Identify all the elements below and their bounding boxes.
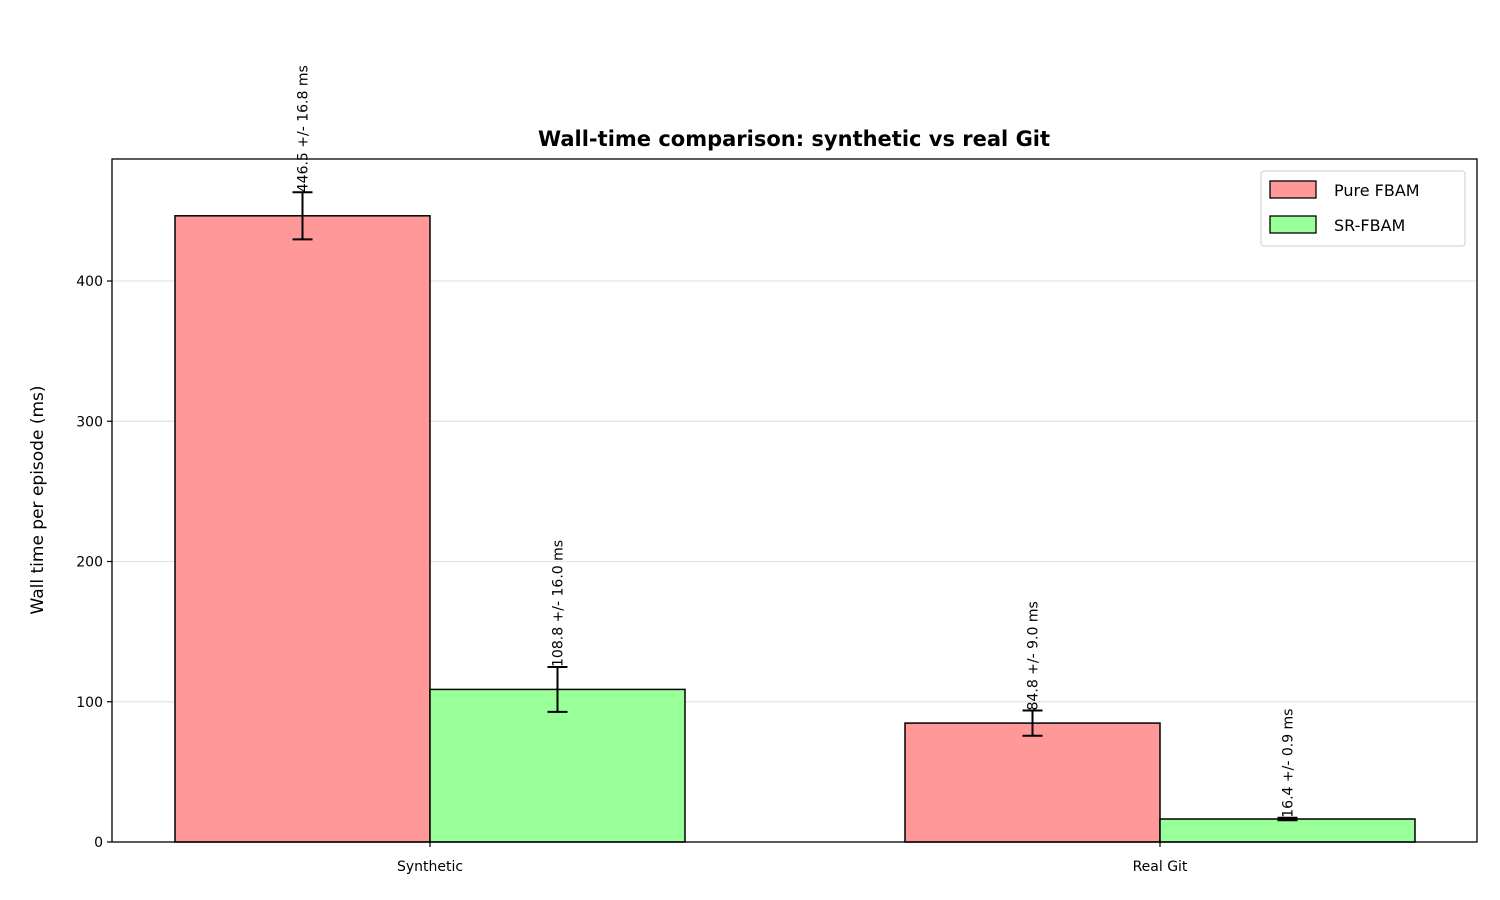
y-tick-label: 200 [76, 555, 103, 571]
bar-value-labels: 446.5 +/- 16.8 ms 84.8 +/- 9.0 ms 108.8 +/… [296, 65, 1297, 818]
y-tick-label: 0 [94, 835, 103, 851]
legend-label-pure-fbam: Pure FBAM [1334, 181, 1420, 200]
bars [174, 215, 1416, 843]
x-tick-label: Synthetic [397, 859, 463, 875]
bar-value-label: 446.5 +/- 16.8 ms [296, 65, 312, 192]
error-bar [292, 191, 313, 241]
legend-swatch-pure-fbam [1269, 180, 1317, 199]
bar [1159, 818, 1416, 843]
error-bars [292, 191, 1298, 822]
bar [429, 688, 686, 843]
error-bar [1277, 816, 1298, 822]
bar-value-label: 16.4 +/- 0.9 ms [1281, 709, 1297, 818]
error-bar [1022, 709, 1043, 737]
y-axis-label: Wall time per episode (ms) [28, 385, 48, 614]
bar-value-label: 84.8 +/- 9.0 ms [1026, 601, 1042, 710]
y-tick-label: 300 [76, 414, 103, 430]
y-tick-label: 100 [76, 695, 103, 711]
error-bar [547, 665, 568, 713]
legend-swatch-sr-fbam [1269, 215, 1317, 234]
chart-title: Wall-time comparison: synthetic vs real … [538, 127, 1050, 151]
bar [904, 722, 1161, 843]
legend-label-sr-fbam: SR-FBAM [1334, 216, 1405, 235]
legend: Pure FBAM SR-FBAM [1260, 170, 1466, 247]
y-tick-label: 400 [76, 274, 103, 290]
y-axis: 0 100 200 300 400 [76, 274, 112, 851]
plot-frame [111, 158, 1478, 843]
x-axis: Synthetic Real Git [397, 842, 1188, 875]
bar [174, 215, 431, 843]
bar-value-label: 108.8 +/- 16.0 ms [551, 540, 567, 667]
x-tick-label: Real Git [1133, 859, 1188, 875]
